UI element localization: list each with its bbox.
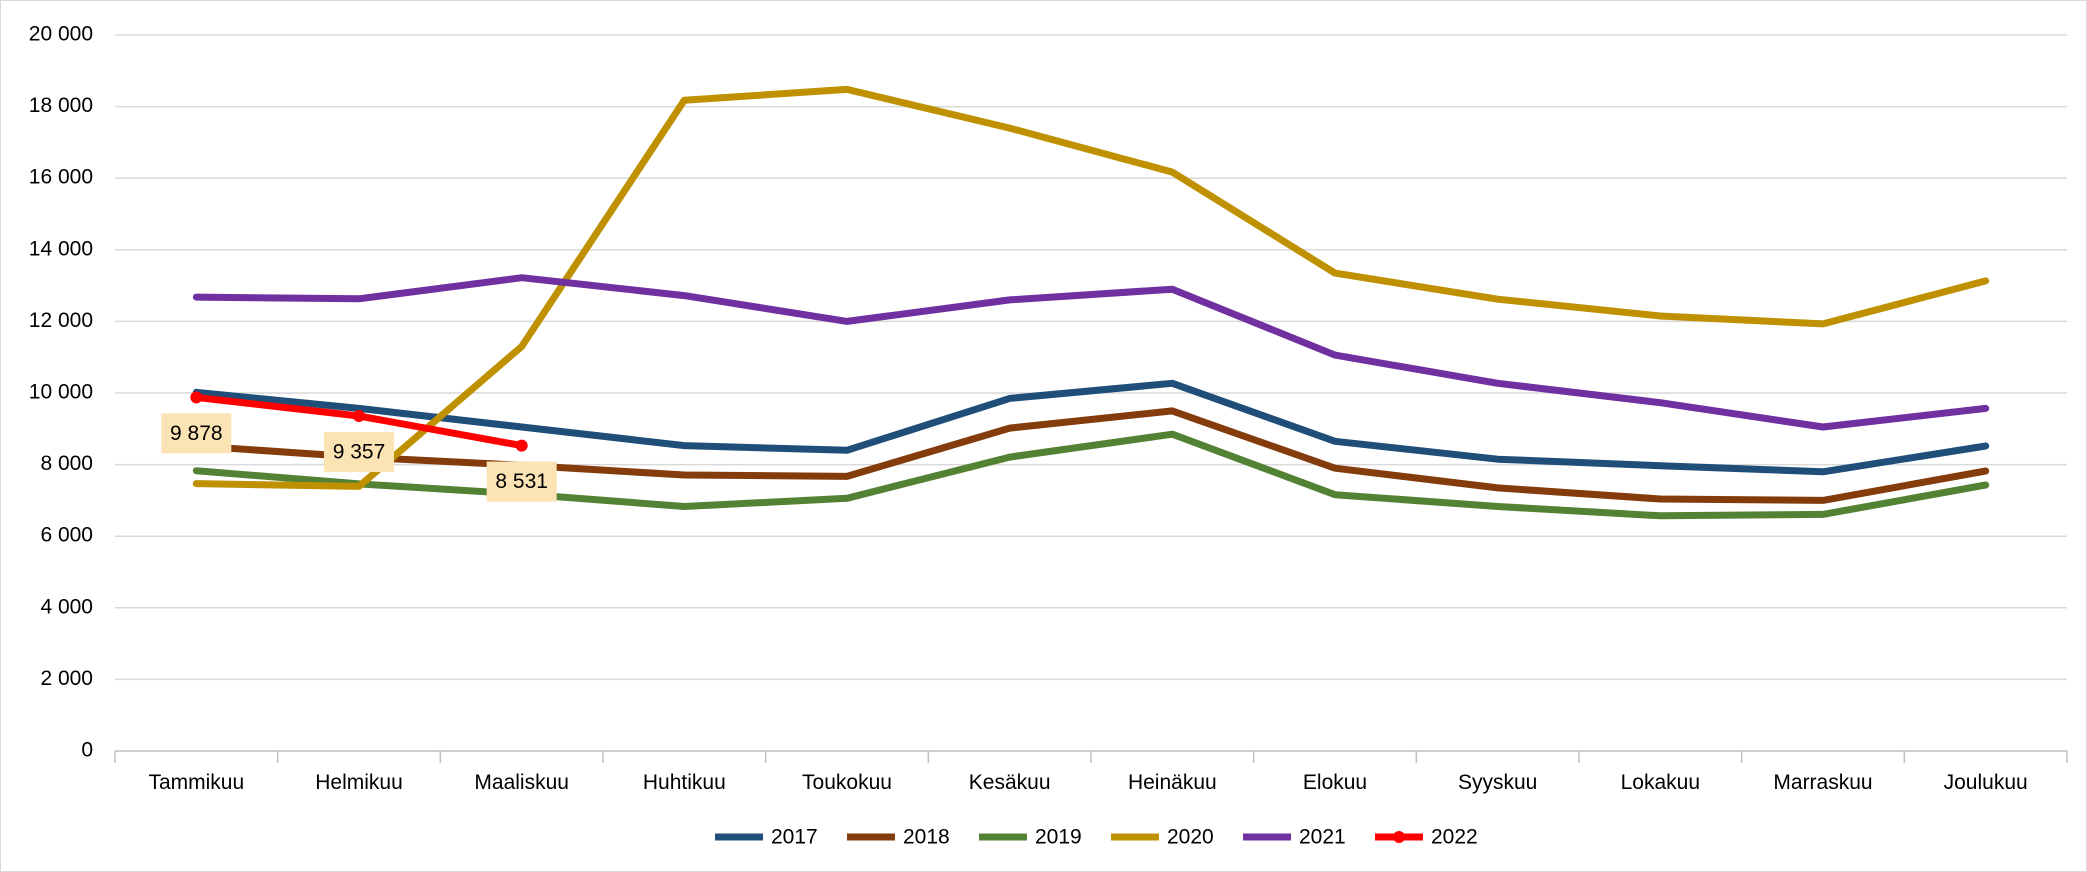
data-label-box [324, 432, 394, 473]
legend-label: 2021 [1299, 826, 1346, 849]
legend-label: 2018 [903, 826, 950, 849]
x-tick-label: Joulukuu [1944, 771, 2028, 794]
x-tick-label: Huhtikuu [643, 771, 726, 794]
series-line-2019 [192, 430, 1990, 520]
y-tick-label: 0 [81, 739, 93, 762]
y-tick-label: 4 000 [40, 595, 93, 618]
series-lines [190, 85, 1990, 520]
x-tick-label: Marraskuu [1773, 771, 1872, 794]
data-labels: 9 878 9 357 8 531 [161, 413, 557, 502]
x-tick-label: Tammikuu [148, 771, 244, 794]
data-label: 9 357 [333, 441, 386, 464]
x-tick-label: Helmikuu [315, 771, 403, 794]
legend-label: 2020 [1167, 826, 1214, 849]
data-label: 8 531 [495, 470, 548, 493]
axes: 0 2 000 4 000 6 000 8 000 10 000 12 000 14 000 1… [29, 23, 2068, 794]
y-tick-label: 2 000 [40, 667, 93, 690]
x-tick-label: Toukokuu [802, 771, 892, 794]
x-tick-label: Maaliskuu [474, 771, 569, 794]
x-tick-label: Syyskuu [1458, 771, 1537, 794]
series-line-2020 [192, 85, 1990, 490]
y-tick-label: 10 000 [29, 381, 93, 404]
data-point-2022 [190, 391, 203, 404]
data-label-box [486, 461, 557, 502]
series-line-2017 [192, 379, 1990, 476]
y-tick-label: 14 000 [29, 237, 93, 260]
y-tick-label: 18 000 [29, 94, 93, 117]
legend-label: 2022 [1431, 826, 1478, 849]
data-label: 9 878 [170, 422, 223, 445]
x-tick-label: Elokuu [1303, 771, 1367, 794]
y-tick-label: 8 000 [40, 452, 93, 475]
x-tick-label: Lokakuu [1621, 771, 1700, 794]
legend: 2017 2018 2019 2020 2021 2022 [715, 826, 1478, 849]
x-tick-label: Kesäkuu [969, 771, 1051, 794]
data-point-2022 [353, 410, 365, 423]
x-tick-label: Heinäkuu [1128, 771, 1217, 794]
series-line-2021 [192, 274, 1990, 431]
legend-marker-2022 [1393, 831, 1405, 843]
data-point-2022 [515, 439, 528, 452]
grid [115, 34, 2067, 681]
legend-label: 2019 [1035, 826, 1082, 849]
y-tick-label: 6 000 [40, 524, 93, 547]
y-tick-label: 20 000 [29, 23, 93, 46]
y-tick-label: 12 000 [29, 309, 93, 332]
legend-label: 2017 [771, 826, 818, 849]
y-tick-label: 16 000 [29, 166, 93, 189]
data-label-box [161, 413, 232, 454]
